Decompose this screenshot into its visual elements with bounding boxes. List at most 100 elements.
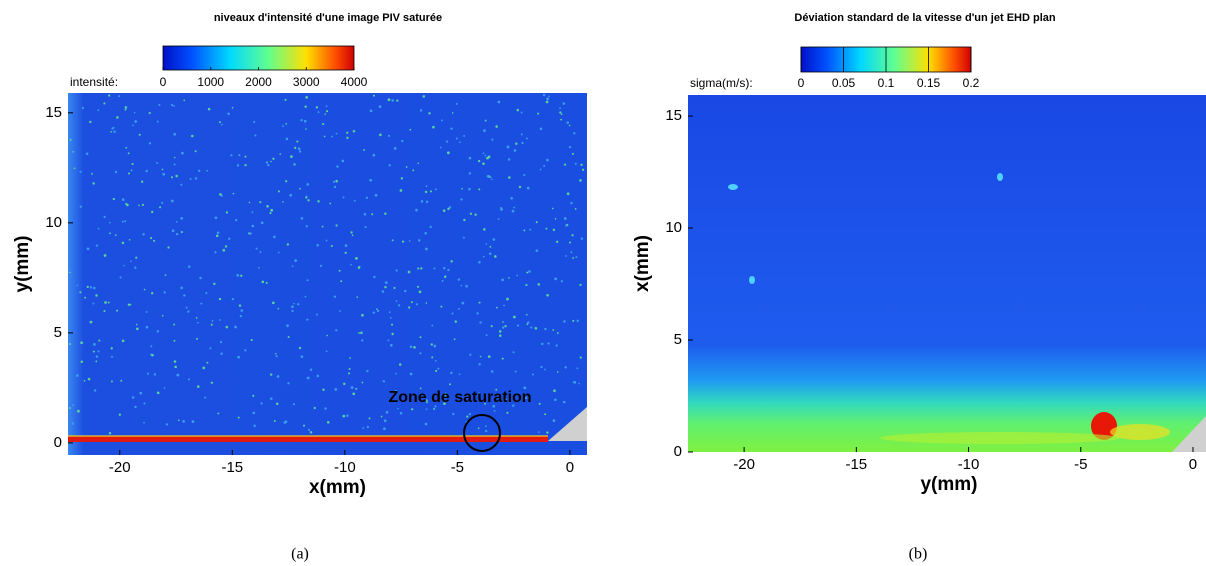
particle	[86, 247, 90, 251]
chart-title: Déviation standard de la vitesse d'un je…	[794, 12, 1055, 24]
saturation-band	[68, 436, 548, 442]
particle	[270, 373, 273, 376]
particle	[183, 294, 186, 297]
particle	[182, 420, 185, 423]
particle	[123, 264, 125, 267]
particle	[500, 207, 503, 211]
particle	[156, 161, 159, 164]
particle	[79, 170, 82, 173]
particle	[326, 420, 330, 424]
particle	[570, 251, 573, 254]
particle	[300, 119, 303, 122]
particle	[395, 372, 397, 375]
particle	[437, 367, 440, 370]
particle	[545, 227, 548, 230]
particle	[491, 138, 494, 141]
particle	[195, 317, 198, 319]
particle	[259, 201, 262, 204]
particle	[83, 379, 86, 382]
particle	[424, 232, 427, 235]
particle	[349, 357, 351, 359]
particle	[95, 244, 99, 247]
particle	[207, 107, 211, 111]
particle	[513, 149, 517, 152]
particle	[444, 392, 447, 395]
particle	[490, 370, 494, 373]
particle	[171, 229, 175, 233]
particle	[538, 402, 541, 405]
particle	[449, 383, 452, 386]
particle	[501, 326, 505, 329]
particle	[459, 141, 461, 144]
particle	[103, 102, 106, 105]
particle	[486, 156, 489, 160]
warm-zone	[880, 432, 1120, 444]
particle	[425, 185, 428, 188]
particle	[371, 213, 374, 216]
particle	[455, 137, 458, 140]
particle	[512, 315, 516, 319]
particle	[107, 301, 110, 304]
particle	[393, 146, 397, 150]
particle	[488, 252, 492, 256]
particle	[145, 325, 149, 329]
particle	[495, 388, 498, 391]
particle	[440, 305, 443, 308]
particle	[389, 317, 392, 319]
particle	[291, 265, 294, 268]
particle	[175, 232, 179, 236]
particle	[270, 397, 273, 400]
particle	[344, 244, 348, 247]
particle	[525, 313, 528, 316]
particle	[180, 183, 183, 186]
particle	[401, 139, 404, 143]
particle	[221, 123, 223, 126]
particle	[404, 289, 407, 293]
particle	[330, 244, 333, 247]
particle	[187, 378, 191, 381]
particle	[121, 241, 125, 245]
particle	[374, 193, 378, 197]
particle	[424, 190, 428, 194]
particle	[531, 373, 534, 376]
particle	[220, 352, 223, 355]
particle	[461, 301, 465, 305]
particle	[439, 146, 442, 149]
particle	[575, 256, 578, 259]
particle	[556, 240, 559, 243]
particle	[95, 360, 98, 363]
particle	[133, 111, 136, 114]
particle	[574, 207, 577, 210]
particle	[409, 345, 413, 349]
particle	[520, 111, 523, 114]
particle	[87, 377, 91, 381]
particle	[366, 369, 369, 373]
particle	[163, 387, 166, 389]
particle	[411, 408, 414, 411]
particle	[369, 178, 373, 182]
particle	[553, 389, 556, 393]
particle	[482, 162, 485, 165]
particle	[452, 412, 455, 416]
particle	[425, 408, 428, 411]
x-axis-label: x(mm)	[309, 477, 366, 498]
particle	[89, 320, 93, 324]
particle	[272, 301, 275, 305]
annotation: Zone de saturation	[388, 389, 531, 406]
particle	[478, 301, 481, 304]
particle	[450, 127, 453, 130]
particle	[103, 309, 106, 313]
particle	[387, 98, 391, 102]
particle	[391, 239, 394, 242]
particle	[285, 137, 289, 141]
particle	[98, 339, 101, 342]
particle	[326, 334, 328, 337]
particle	[539, 168, 542, 171]
particle	[209, 347, 212, 350]
particle	[145, 311, 148, 313]
particle	[482, 152, 485, 155]
particle	[479, 321, 482, 324]
particle	[530, 326, 533, 329]
particle	[410, 301, 413, 304]
